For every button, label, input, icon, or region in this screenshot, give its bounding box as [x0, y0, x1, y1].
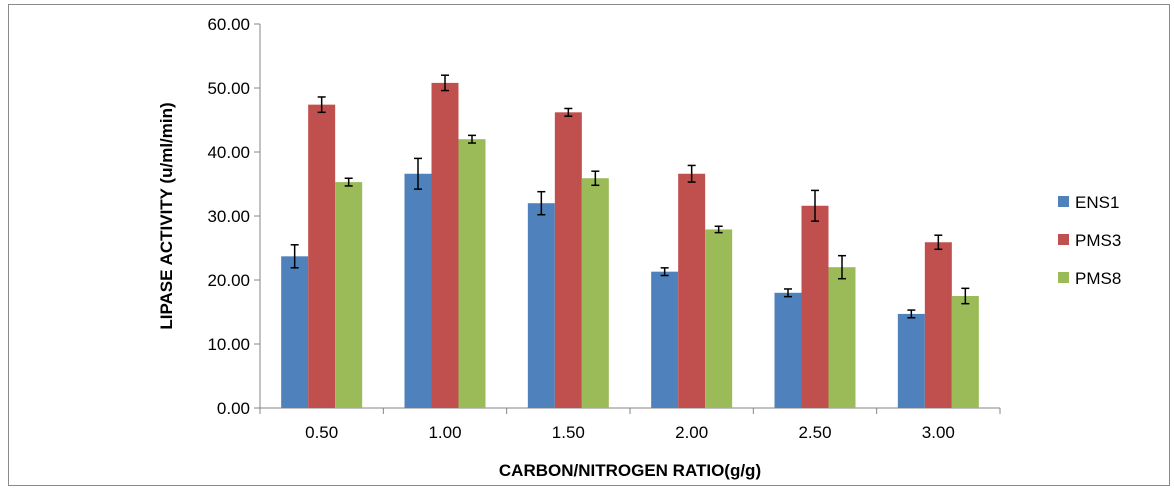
bar-pms3 [308, 104, 336, 408]
bar-pms3 [678, 173, 706, 408]
bar-pms8 [335, 182, 363, 408]
x-tick-label: 1.50 [552, 423, 585, 442]
bar-ens1 [404, 173, 432, 408]
legend-label: PMS8 [1075, 269, 1121, 288]
x-axis-title: CARBON/NITROGEN RATIO(g/g) [499, 461, 761, 480]
x-ticks: 0.50 1.00 1.50 2.00 2.50 3.00 [259, 408, 1001, 442]
axes [259, 24, 1000, 409]
bar-pms8 [951, 296, 979, 408]
bar-pms8 [458, 139, 486, 408]
y-tick-label: 0.00 [217, 399, 250, 418]
y-tick-label: 20.00 [207, 271, 250, 290]
bar-pms3 [431, 82, 459, 408]
bar-pms8 [705, 229, 733, 408]
y-ticks: 0.00 10.00 20.00 30.00 40.00 50.00 60.00 [207, 15, 260, 418]
y-tick-label: 50.00 [207, 79, 250, 98]
legend-label: ENS1 [1075, 193, 1119, 212]
bar-ens1 [651, 271, 679, 408]
legend-swatch-pms3 [1058, 234, 1069, 245]
bar-ens1 [281, 256, 309, 408]
y-tick-label: 10.00 [207, 335, 250, 354]
error-bars [290, 74, 970, 319]
legend-swatch-ens1 [1058, 196, 1069, 207]
x-tick-label: 0.50 [305, 423, 338, 442]
bar-pms8 [581, 178, 609, 408]
bar-pms8 [828, 267, 856, 408]
y-tick-label: 60.00 [207, 15, 250, 34]
legend-swatch-pms8 [1058, 272, 1069, 283]
legend: ENS1 PMS3 PMS8 [1058, 193, 1121, 288]
y-tick-label: 30.00 [207, 207, 250, 226]
bar-ens1 [897, 313, 925, 408]
y-axis-title: LIPASE ACTIVITY (u/ml/min) [157, 102, 176, 329]
x-tick-label: 2.00 [675, 423, 708, 442]
x-tick-label: 2.50 [798, 423, 831, 442]
x-tick-label: 1.00 [428, 423, 461, 442]
legend-label: PMS3 [1075, 231, 1121, 250]
bars [281, 82, 979, 408]
y-tick-label: 40.00 [207, 143, 250, 162]
bar-pms3 [924, 242, 952, 408]
x-tick-label: 3.00 [922, 423, 955, 442]
bar-pms3 [801, 205, 829, 408]
bar-ens1 [527, 203, 555, 408]
bar-ens1 [774, 292, 802, 408]
bar-pms3 [554, 112, 582, 408]
